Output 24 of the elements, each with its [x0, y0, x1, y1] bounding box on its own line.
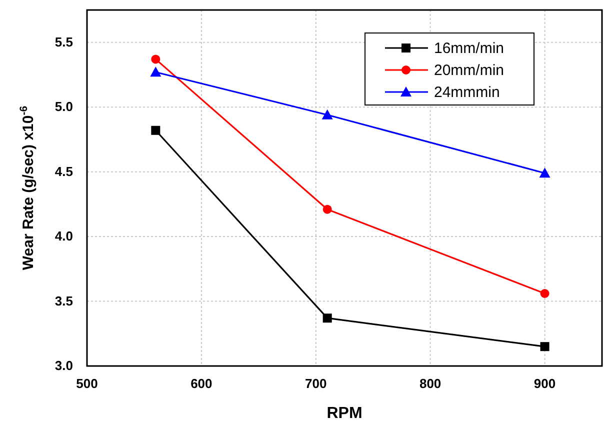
- legend-label: 16mm/min: [434, 40, 504, 57]
- legend-label: 24mmmin: [434, 84, 500, 101]
- x-axis-title: RPM: [326, 405, 362, 422]
- x-tick-label: 500: [76, 376, 98, 391]
- point: [151, 126, 160, 135]
- y-tick-label: 5.0: [54, 99, 73, 114]
- point: [322, 314, 332, 323]
- y-tick-label: 4.0: [54, 228, 73, 244]
- point: [322, 109, 333, 120]
- y-tick-label: 3.5: [54, 293, 73, 308]
- point: [150, 66, 162, 77]
- point: [322, 204, 332, 214]
- point: [539, 168, 550, 178]
- point: [540, 342, 550, 352]
- y-tick-label: 4.5: [54, 164, 73, 179]
- x-tick-label: 900: [534, 376, 556, 391]
- y-tick-label: 5.5: [54, 34, 73, 50]
- point: [540, 289, 550, 298]
- x-tick-label: 700: [305, 376, 327, 391]
- point: [151, 54, 160, 64]
- y-tick-label: 3.0: [54, 358, 73, 373]
- x-tick-label: 600: [190, 376, 212, 391]
- legend-label: 20mm/min: [434, 62, 504, 79]
- x-tick-label: 800: [419, 376, 442, 391]
